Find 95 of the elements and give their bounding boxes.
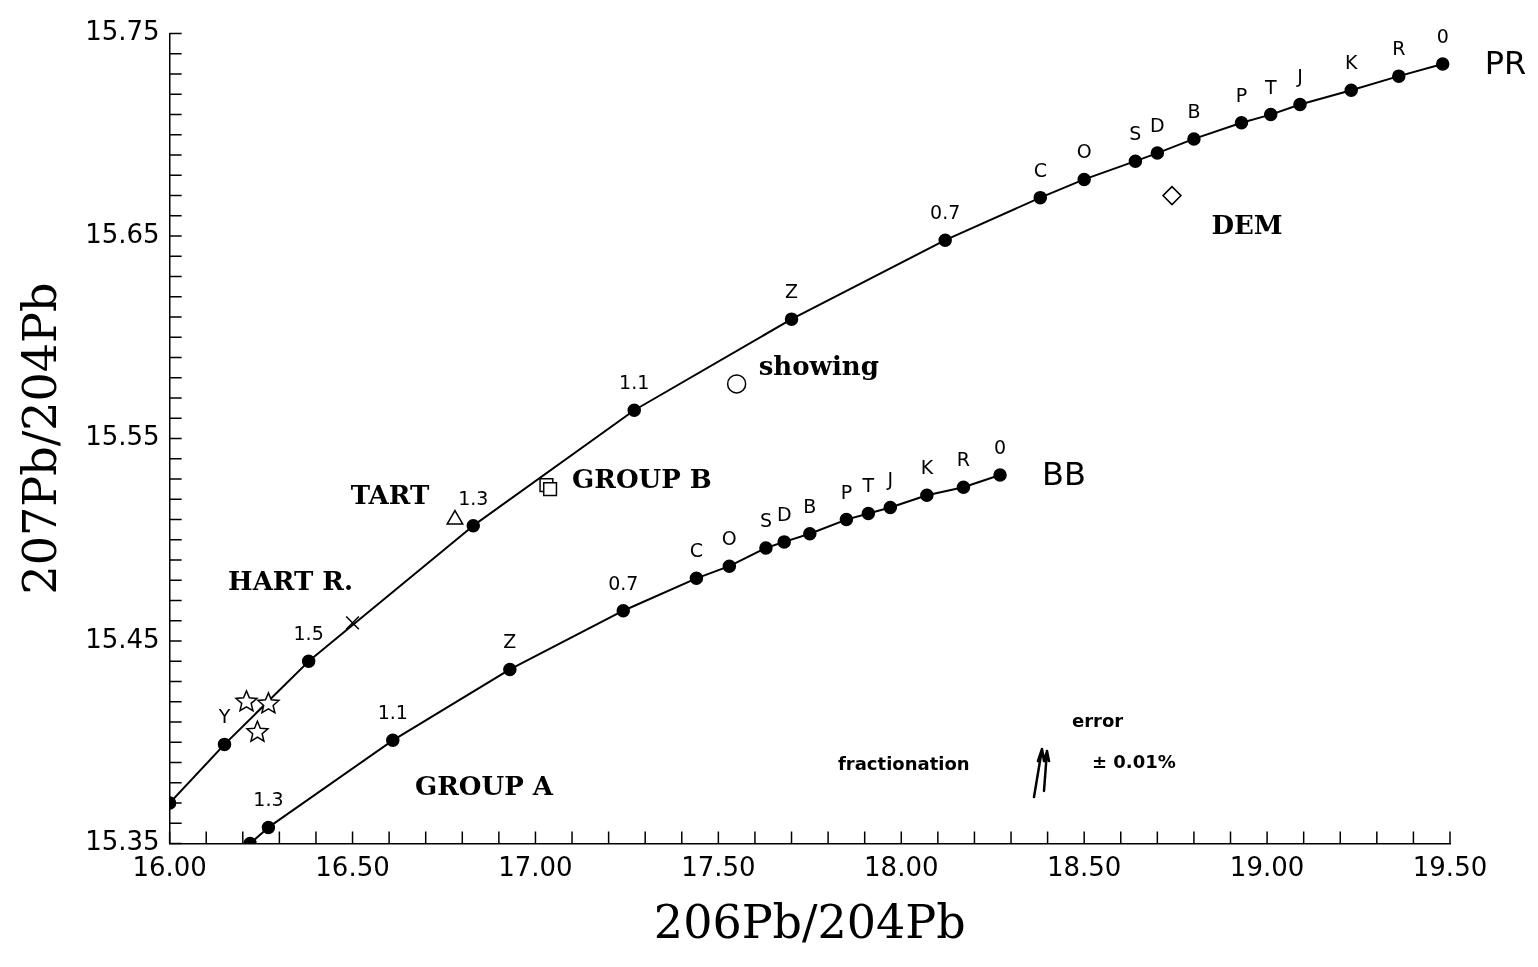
point — [726, 374, 747, 394]
y-tick-label: 15.65 — [85, 218, 160, 249]
x-axis-title: 206Pb/204Pb — [653, 895, 966, 950]
annotation: 1.3 — [458, 486, 489, 509]
annotation: error — [1072, 710, 1124, 731]
annotation: ± 0.01% — [1092, 751, 1176, 772]
point — [839, 512, 854, 527]
annotation: Z — [503, 630, 517, 653]
point — [1128, 154, 1143, 168]
y-axis-title: 207Pb/204Pb — [12, 282, 67, 595]
annotation: Y — [217, 705, 231, 728]
y-tick-label: 15.75 — [85, 16, 160, 47]
point — [803, 527, 817, 541]
annotation: Z — [785, 280, 799, 303]
point — [861, 506, 876, 521]
point — [301, 654, 316, 669]
x-tick-label: 19.00 — [1229, 851, 1305, 882]
point — [466, 518, 481, 533]
point — [217, 737, 232, 752]
x-tick-label: 17.00 — [498, 851, 573, 882]
annotation: D — [1150, 114, 1165, 137]
point — [938, 233, 952, 247]
series-label: showing — [758, 350, 879, 381]
point — [246, 720, 269, 742]
y-tick-label: 15.55 — [85, 421, 160, 452]
annotation: 1.3 — [253, 788, 284, 811]
point — [1264, 107, 1278, 122]
point — [1187, 132, 1201, 146]
point — [345, 615, 360, 630]
point — [1435, 57, 1450, 71]
series-label: BB — [1042, 455, 1086, 494]
annotation: R — [956, 448, 971, 471]
x-tick-label: 16.50 — [315, 851, 390, 882]
point — [777, 535, 791, 549]
point — [993, 468, 1007, 482]
series-label: PR — [1484, 44, 1527, 83]
point — [1150, 146, 1165, 160]
point — [722, 559, 737, 573]
annotation: 0.7 — [930, 201, 961, 224]
annotation: 0 — [1436, 24, 1449, 47]
annotation: S — [1129, 122, 1142, 145]
point — [1162, 185, 1182, 206]
series-label: DEM — [1211, 210, 1283, 241]
series-label: GROUP B — [572, 463, 712, 494]
point — [956, 480, 971, 494]
annotation: K — [920, 456, 934, 479]
point — [503, 662, 517, 677]
annotation: D — [776, 502, 792, 525]
annotation: fractionation — [838, 753, 970, 774]
annotation: GROUP A — [415, 771, 553, 801]
point — [1392, 69, 1406, 83]
point — [1077, 172, 1091, 187]
point — [759, 541, 773, 555]
annotation: 0 — [994, 435, 1007, 458]
annotation: R — [1392, 37, 1406, 60]
annotation: T — [861, 474, 875, 497]
annotation: O — [1076, 140, 1092, 163]
point — [542, 482, 558, 497]
x-tick-label: 17.50 — [681, 851, 756, 882]
x-tick-label: 19.50 — [1412, 851, 1488, 882]
annotation: C — [1033, 158, 1047, 181]
annotation: T — [1263, 75, 1277, 98]
x-tick-label: 18.50 — [1046, 851, 1122, 882]
annotation: C — [689, 539, 704, 562]
point — [1033, 190, 1048, 205]
annotation: S — [759, 508, 772, 531]
point — [1234, 115, 1249, 130]
point — [920, 488, 934, 503]
point — [235, 690, 258, 712]
point — [627, 403, 641, 417]
annotation: O — [721, 527, 737, 550]
annotation: 1.1 — [377, 701, 408, 724]
annotation: P — [840, 480, 853, 503]
series-label: TART — [350, 480, 430, 511]
annotation: J — [1296, 65, 1303, 88]
y-tick-label: 15.45 — [85, 623, 160, 654]
point — [616, 603, 630, 618]
point — [261, 820, 276, 835]
x-tick-label: 18.00 — [864, 851, 939, 882]
point — [1344, 83, 1358, 98]
annotation: B — [1187, 99, 1201, 122]
annotation: 1.5 — [293, 622, 324, 645]
point — [257, 692, 280, 714]
annotation: K — [1344, 51, 1358, 74]
annotation: B — [803, 494, 817, 517]
point — [1293, 97, 1307, 112]
series-label: HART R. — [228, 565, 354, 596]
point — [784, 312, 799, 326]
annotation: P — [1235, 83, 1248, 106]
point — [386, 733, 400, 748]
point — [689, 571, 704, 586]
annotation: J — [886, 468, 894, 491]
annotation: 1.1 — [619, 371, 650, 394]
point — [883, 500, 898, 515]
annotation: 0.7 — [608, 571, 639, 594]
